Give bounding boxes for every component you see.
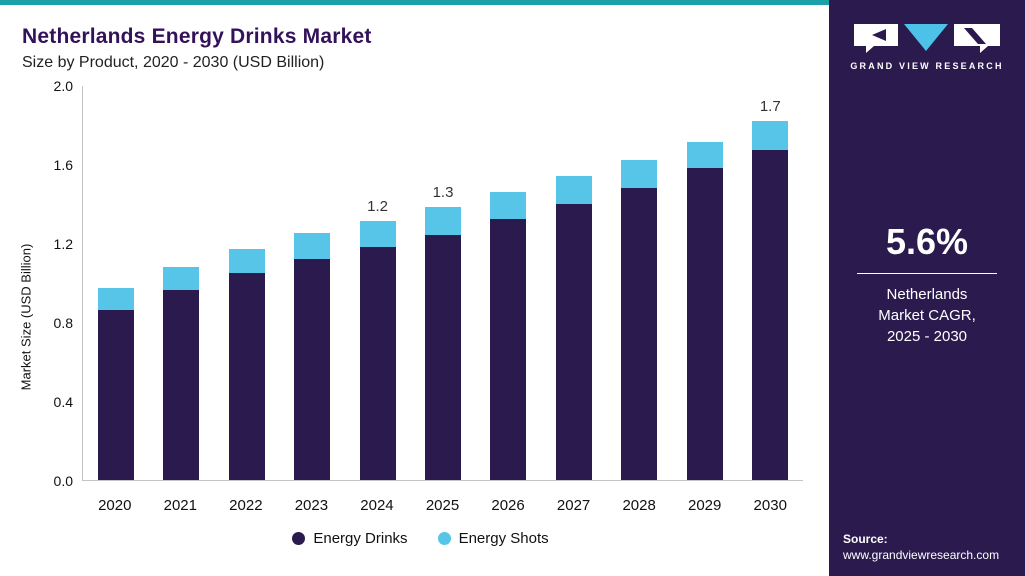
logo-text: GRAND VIEW RESEARCH: [850, 61, 1004, 71]
plot: 1.2 1.3 1.7: [82, 86, 803, 481]
x-tick-label: 2024: [360, 497, 394, 514]
bar-segment-energy-drinks: [424, 235, 461, 480]
top-accent-bar: [0, 0, 829, 5]
cagr-label: Netherlands Market CAGR, 2025 - 2030: [878, 286, 976, 345]
bar-column: [148, 86, 213, 480]
legend-label: Energy Drinks: [313, 530, 408, 547]
bar-segment-energy-drinks: [163, 290, 200, 480]
y-tick-label: 0.4: [53, 394, 73, 410]
legend-dot-icon: [292, 532, 306, 545]
bar-column: 1.3: [410, 86, 475, 480]
chart-legend: Energy Drinks Energy Shots: [38, 530, 803, 547]
bar-segment-energy-shots: [686, 142, 723, 168]
page-title: Netherlands Energy Drinks Market: [22, 25, 372, 48]
source-label: Source:: [843, 532, 888, 546]
x-tick-label: 2029: [688, 497, 722, 514]
brand-sidebar: GRAND VIEW RESEARCH 5.6% Netherlands Mar…: [829, 0, 1025, 576]
bar-value-label: 1.2: [367, 198, 388, 216]
x-tick-label: 2021: [163, 497, 197, 514]
bar-column: [541, 86, 606, 480]
bar-segment-energy-drinks: [752, 150, 789, 480]
source-url: www.grandviewresearch.com: [843, 548, 1000, 562]
bar-segment-energy-shots: [752, 120, 789, 151]
bar-value-label: 1.3: [432, 184, 454, 202]
x-tick-label: 2028: [622, 497, 656, 514]
source-block: Source: www.grandviewresearch.com: [843, 532, 999, 562]
x-tick-label: 2023: [294, 497, 329, 514]
logo-block: GRAND VIEW RESEARCH: [850, 22, 1003, 71]
bar-value-label: 1.7: [759, 97, 781, 115]
bar-segment-energy-shots: [555, 175, 592, 204]
bar-segment-energy-shots: [97, 288, 134, 311]
x-tick-label: 2030: [753, 497, 787, 514]
bar-segment-energy-shots: [294, 233, 331, 259]
x-axis-ticks: 2020 2021 2022 2023 2024 2025 2026 2027 2028 2029…: [82, 497, 803, 514]
page-subtitle: Size by Product, 2020 - 2030 (USD Billio…: [22, 54, 325, 71]
x-tick-label: 2027: [556, 497, 591, 514]
x-tick-label: 2020: [98, 497, 132, 514]
chart-panel: Netherlands Energy Drinks Market Size by…: [0, 0, 829, 547]
grand-view-research-logo-icon: [854, 24, 1000, 53]
bar-segment-energy-drinks: [294, 258, 331, 480]
bar-column: [607, 86, 672, 480]
bar-column: 1.2: [345, 86, 410, 480]
legend-dot-icon: [437, 532, 451, 545]
x-tick-label: 2022: [229, 497, 263, 514]
bar-column: [214, 86, 279, 480]
y-tick-label: 1.2: [53, 236, 73, 252]
legend-item-energy-shots: Energy Shots: [437, 530, 549, 547]
bar-segment-energy-shots: [359, 221, 396, 247]
y-tick-label: 0.8: [53, 315, 73, 331]
bar-column: [672, 86, 737, 480]
bar-segment-energy-shots: [424, 207, 461, 236]
legend-item-energy-drinks: Energy Drinks: [292, 530, 408, 547]
chart-header: Netherlands Energy Drinks Market Size by…: [0, 5, 829, 72]
cagr-divider: [857, 273, 997, 274]
bar-segment-energy-drinks: [621, 187, 658, 480]
y-tick-label: 0.0: [53, 473, 73, 489]
bar-column: 1.7: [738, 86, 803, 480]
bar-column: [476, 86, 541, 480]
plot-area: 2.0 1.6 1.2 0.8 0.4 0.0 1.2 1.3 1.7 2020 2021 202…: [38, 78, 829, 547]
y-tick-label: 2.0: [53, 78, 73, 94]
y-axis-ticks: 2.0 1.6 1.2 0.8 0.4 0.0: [38, 78, 82, 489]
bar-segment-energy-shots: [490, 191, 527, 220]
y-axis-label: Market Size (USD Billion): [18, 243, 34, 390]
x-tick-label: 2026: [491, 497, 525, 514]
cagr-value: 5.6%: [885, 221, 969, 262]
bar-segment-energy-shots: [163, 266, 200, 291]
bar-segment-energy-drinks: [555, 203, 592, 480]
bar-segment-energy-drinks: [686, 167, 723, 480]
bar-column: [83, 86, 148, 480]
bar-segment-energy-drinks: [97, 310, 134, 480]
bar-segment-energy-drinks: [359, 246, 396, 480]
bar-chart: Market Size (USD Billion) 2.0 1.6 1.2 0.8 0.…: [0, 78, 829, 547]
legend-label: Energy Shots: [458, 530, 549, 547]
bar-segment-energy-shots: [228, 248, 265, 273]
bar-segment-energy-drinks: [228, 272, 265, 480]
bar-column: [279, 86, 344, 480]
y-axis-label-wrap: Market Size (USD Billion): [14, 86, 38, 547]
bar-segment-energy-drinks: [490, 219, 527, 480]
y-tick-label: 1.6: [53, 157, 73, 173]
bar-segment-energy-shots: [621, 160, 658, 188]
x-tick-label: 2025: [425, 497, 460, 514]
